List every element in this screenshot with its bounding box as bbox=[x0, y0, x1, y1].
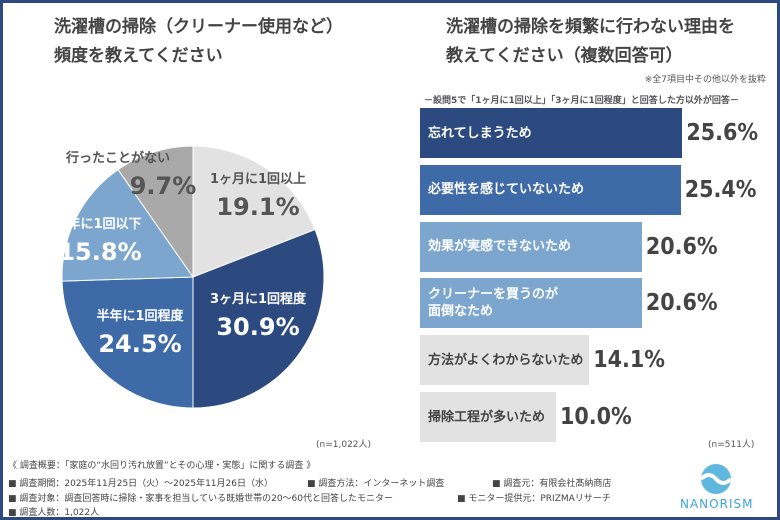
pie-slice bbox=[192, 228, 325, 409]
right-sample-size: (n=511人) bbox=[708, 440, 755, 450]
footer-provider: ■ モニター提供元：PRIZMAリサーチ bbox=[457, 494, 611, 504]
pie-category-label: 半年に1回程度 bbox=[96, 308, 184, 324]
pie-category-label: 1ヶ月に1回以上 bbox=[210, 172, 306, 187]
left-title-line2: 頻度を教えてください bbox=[54, 46, 223, 66]
pie-category-label: 1年に1回以下 bbox=[58, 216, 141, 232]
bar-category-label: 方法がよくわからないため bbox=[428, 352, 584, 368]
left-title-line1: 洗濯槽の掃除（クリーナー使用など） bbox=[54, 17, 343, 37]
pie-slice bbox=[117, 145, 194, 279]
pie-value-label: 24.5% bbox=[98, 330, 181, 358]
left-sample-size: (n=1,022人) bbox=[316, 440, 372, 450]
footer-period: ■ 調査期間：2025年11月25日（火）～2025年11月26日（水） bbox=[8, 479, 273, 489]
bar: 必要性を感じていないため 25.4% bbox=[420, 164, 757, 215]
pie-slice bbox=[61, 276, 194, 409]
nanorism-logo-icon bbox=[699, 464, 733, 494]
bar-category-label: 必要性を感じていないため bbox=[428, 182, 585, 198]
bar-category-label: 効果が実感できないため bbox=[428, 239, 572, 255]
pie-slice bbox=[192, 145, 316, 278]
pie-category-label: 行ったことがない bbox=[65, 150, 170, 166]
pie-value-label: 30.9% bbox=[216, 313, 299, 341]
nanorism-logo-text: NANORISM bbox=[680, 497, 754, 511]
bar: 忘れてしまうため 25.6% bbox=[420, 108, 758, 158]
pie-slice bbox=[61, 168, 194, 282]
bar-category-label: 掃除工程が多いため bbox=[428, 409, 546, 425]
footer-summary: 《 調査概要：「家庭の“水回り汚れ放置”とその心理・実態」に関する調査 》 bbox=[8, 461, 316, 471]
bar-value-label: 10.0% bbox=[560, 404, 632, 430]
pie-chart: 1ヶ月に1回以上 19.1% 3ヶ月に1回程度 30.9% 半年に1回程度 24.5% 1年… bbox=[58, 145, 325, 409]
pie-value-label: 9.7% bbox=[130, 172, 197, 200]
footer-count: ■ 調査人数：1,022人 bbox=[8, 508, 100, 518]
bar: クリーナーを買うのが 面倒なため 20.6% bbox=[420, 278, 718, 329]
footer-source: ■ 調査元：有限会社髙納商店 bbox=[492, 479, 612, 489]
bar: 掃除工程が多いため 10.0% bbox=[420, 392, 632, 442]
bar-value-label: 14.1% bbox=[593, 347, 665, 374]
bar-category-label: 忘れてしまうため bbox=[428, 125, 532, 141]
bar-value-label: 25.4% bbox=[684, 176, 757, 203]
right-note: ※全7項目中その他以外を抜粋 bbox=[644, 75, 766, 85]
footer-method: ■ 調査方法：インターネット調査 bbox=[307, 479, 445, 489]
right-subtitle: －設問5で「1ヶ月に1回以上」「3ヶ月に1回程度」と回答した方以外が回答－ bbox=[424, 96, 739, 106]
right-title-line1: 洗濯槽の掃除を頻繁に行わない理由を bbox=[446, 17, 735, 37]
bar-value-label: 25.6% bbox=[686, 120, 759, 146]
pie-category-label: 3ヶ月に1回程度 bbox=[210, 291, 307, 307]
pie-value-label: 15.8% bbox=[58, 238, 141, 266]
bar: 方法がよくわからないため 14.1% bbox=[420, 335, 665, 386]
bar-value-label: 20.6% bbox=[645, 290, 718, 317]
bar-value-label: 20.6% bbox=[645, 233, 718, 260]
pie-value-label: 19.1% bbox=[216, 193, 299, 221]
bar-category-label: クリーナーを買うのが 面倒なため bbox=[428, 287, 559, 320]
bar: 効果が実感できないため 20.6% bbox=[420, 221, 718, 272]
footer-target: ■ 調査対象：調査回答時に掃除・家事を担当している既婚世帯の20～60代と回答し… bbox=[8, 494, 394, 504]
right-title-line2: 教えてください（複数回答可） bbox=[446, 46, 683, 66]
